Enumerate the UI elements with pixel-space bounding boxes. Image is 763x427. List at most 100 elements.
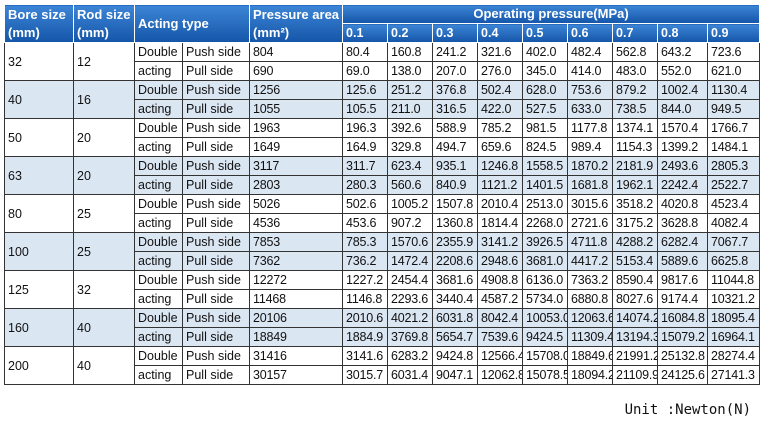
force-value-cell: 1374.1 bbox=[612, 118, 659, 138]
rod-size-cell: 12 bbox=[73, 42, 135, 81]
push-side-label-cell: Push side bbox=[181, 156, 251, 176]
force-value-cell: 633.0 bbox=[567, 99, 614, 119]
cylinder-force-table: Bore size (mm) Rod size (mm) Acting type P… bbox=[4, 4, 761, 385]
header-pressure-area: Pressure area (mm²) bbox=[249, 4, 344, 43]
force-value-cell: 276.0 bbox=[477, 61, 524, 81]
force-value-cell: 9817.6 bbox=[657, 270, 709, 290]
rod-size-cell: 20 bbox=[73, 156, 135, 195]
force-value-cell: 8027.6 bbox=[612, 289, 659, 309]
force-value-cell: 69.0 bbox=[342, 61, 389, 81]
bore-size-cell: 63 bbox=[4, 156, 74, 195]
force-value-cell: 723.6 bbox=[707, 42, 761, 62]
force-value-cell: 659.6 bbox=[477, 137, 524, 157]
force-value-cell: 321.6 bbox=[477, 42, 524, 62]
force-value-cell: 1884.9 bbox=[342, 327, 389, 347]
pull-side-label-cell: Pull side bbox=[181, 175, 251, 195]
force-value-cell: 4523.4 bbox=[707, 194, 761, 214]
force-value-cell: 824.5 bbox=[522, 137, 569, 157]
force-value-cell: 3681.0 bbox=[522, 251, 569, 271]
table-body: 32 12 Double Push side 804 80.4 160.8 241.2 321.… bbox=[4, 42, 761, 385]
force-value-cell: 1507.8 bbox=[432, 194, 479, 214]
table-row: 50 20 Double Push side 1963 196.3 392.6 588.9 78… bbox=[4, 118, 761, 157]
force-value-cell: 1472.4 bbox=[387, 251, 434, 271]
force-value-cell: 1227.2 bbox=[342, 270, 389, 290]
force-value-cell: 588.9 bbox=[432, 118, 479, 138]
force-value-cell: 949.5 bbox=[707, 99, 761, 119]
force-value-cell: 316.5 bbox=[432, 99, 479, 119]
force-value-cell: 1154.3 bbox=[612, 137, 659, 157]
bore-size-cell: 50 bbox=[4, 118, 74, 157]
force-value-cell: 494.7 bbox=[432, 137, 479, 157]
header-operating-pressure: Operating pressure(MPa) bbox=[342, 4, 761, 24]
pressure-area-cell: 30157 bbox=[249, 365, 344, 385]
force-value-cell: 4288.2 bbox=[612, 232, 659, 252]
force-value-cell: 12062.8 bbox=[477, 365, 524, 385]
pressure-area-cell: 31416 bbox=[249, 346, 344, 366]
force-value-cell: 21991.2 bbox=[612, 346, 659, 366]
force-value-cell: 844.0 bbox=[657, 99, 709, 119]
bore-size-cell: 32 bbox=[4, 42, 74, 81]
pressure-header-cell: 0.8 bbox=[657, 23, 709, 43]
force-value-cell: 785.2 bbox=[477, 118, 524, 138]
push-side-label-cell: Push side bbox=[181, 232, 251, 252]
force-value-cell: 981.5 bbox=[522, 118, 569, 138]
push-side-label-cell: Push side bbox=[181, 42, 251, 62]
force-value-cell: 527.5 bbox=[522, 99, 569, 119]
force-value-cell: 562.8 bbox=[612, 42, 659, 62]
pull-side-label-cell: Pull side bbox=[181, 327, 251, 347]
force-value-cell: 4020.8 bbox=[657, 194, 709, 214]
force-value-cell: 1005.2 bbox=[387, 194, 434, 214]
header-acting-type: Acting type bbox=[133, 4, 251, 43]
acting-double-cell: Double bbox=[134, 194, 183, 214]
force-value-cell: 1484.1 bbox=[707, 137, 761, 157]
bore-size-cell: 100 bbox=[4, 232, 74, 271]
force-value-cell: 10321.2 bbox=[707, 289, 761, 309]
rod-size-cell: 20 bbox=[73, 118, 135, 157]
pressure-header-cell: 0.2 bbox=[387, 23, 434, 43]
force-value-cell: 1681.8 bbox=[567, 175, 614, 195]
pressure-area-cell: 2803 bbox=[249, 175, 344, 195]
force-value-cell: 105.5 bbox=[342, 99, 389, 119]
force-value-cell: 4587.2 bbox=[477, 289, 524, 309]
push-side-label-cell: Push side bbox=[181, 270, 251, 290]
force-value-cell: 6283.2 bbox=[387, 346, 434, 366]
force-value-cell: 5889.6 bbox=[657, 251, 709, 271]
table-header: Bore size (mm) Rod size (mm) Acting type P… bbox=[4, 4, 761, 43]
force-value-cell: 211.0 bbox=[387, 99, 434, 119]
force-value-cell: 12063.6 bbox=[567, 308, 614, 328]
push-side-label-cell: Push side bbox=[181, 346, 251, 366]
rod-size-cell: 25 bbox=[73, 194, 135, 233]
pull-side-label-cell: Pull side bbox=[181, 61, 251, 81]
pressure-header-cell: 0.5 bbox=[522, 23, 569, 43]
force-value-cell: 4711.8 bbox=[567, 232, 614, 252]
force-value-cell: 13194.3 bbox=[612, 327, 659, 347]
pull-side-label-cell: Pull side bbox=[181, 213, 251, 233]
force-value-cell: 560.6 bbox=[387, 175, 434, 195]
force-value-cell: 14074.2 bbox=[612, 308, 659, 328]
bore-unit-label: (mm) bbox=[8, 24, 40, 40]
force-value-cell: 2721.6 bbox=[567, 213, 614, 233]
force-value-cell: 376.8 bbox=[432, 80, 479, 100]
rod-size-cell: 40 bbox=[73, 308, 135, 347]
force-value-cell: 3926.5 bbox=[522, 232, 569, 252]
force-value-cell: 6625.8 bbox=[707, 251, 761, 271]
rod-size-label: Rod size bbox=[77, 6, 131, 22]
force-value-cell: 3628.8 bbox=[657, 213, 709, 233]
force-value-cell: 6031.8 bbox=[432, 308, 479, 328]
force-value-cell: 1360.8 bbox=[432, 213, 479, 233]
force-value-cell: 5734.0 bbox=[522, 289, 569, 309]
header-rod-size: Rod size (mm) bbox=[73, 4, 135, 43]
force-value-cell: 28274.4 bbox=[707, 346, 761, 366]
pressure-area-cell: 3117 bbox=[249, 156, 344, 176]
bore-size-label: Bore size bbox=[8, 6, 66, 22]
force-value-cell: 280.3 bbox=[342, 175, 389, 195]
force-value-cell: 1814.4 bbox=[477, 213, 524, 233]
force-value-cell: 2268.0 bbox=[522, 213, 569, 233]
rod-size-cell: 40 bbox=[73, 346, 135, 385]
bore-size-cell: 40 bbox=[4, 80, 74, 119]
acting-acting-cell: acting bbox=[134, 289, 183, 309]
force-value-cell: 753.6 bbox=[567, 80, 614, 100]
force-value-cell: 3015.6 bbox=[567, 194, 614, 214]
pull-side-label-cell: Pull side bbox=[181, 365, 251, 385]
force-value-cell: 8590.4 bbox=[612, 270, 659, 290]
